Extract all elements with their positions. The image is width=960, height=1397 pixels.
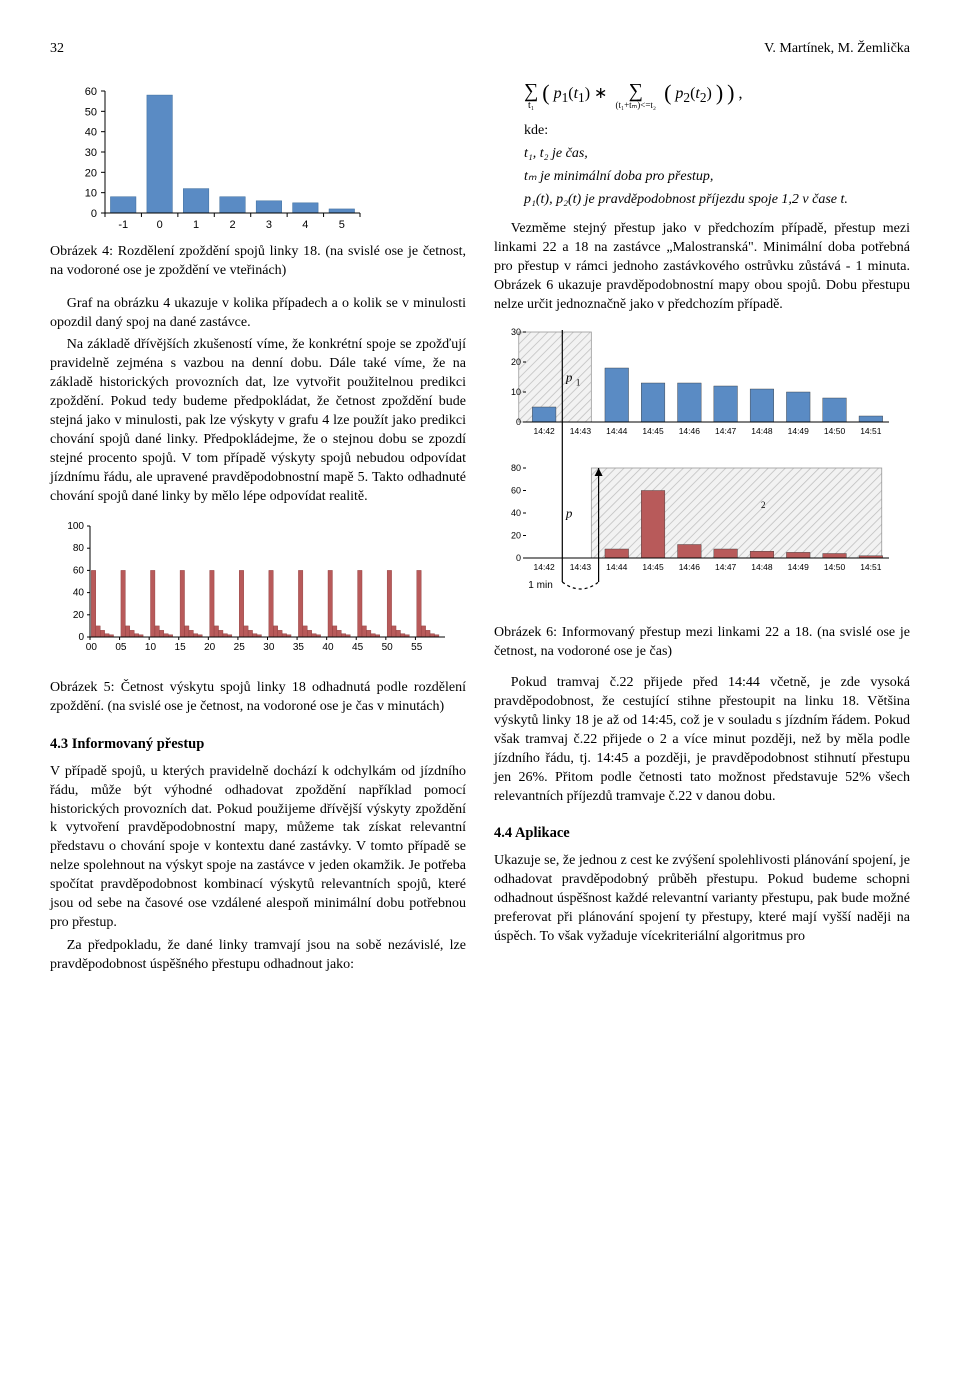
svg-text:0: 0 bbox=[516, 417, 521, 427]
svg-text:20: 20 bbox=[204, 642, 216, 653]
para-43-2: Za předpokladu, že dané linky tramvají j… bbox=[50, 937, 466, 975]
svg-text:40: 40 bbox=[85, 127, 97, 139]
svg-text:14:51: 14:51 bbox=[860, 426, 882, 436]
svg-text:4: 4 bbox=[302, 219, 308, 231]
svg-text:100: 100 bbox=[67, 521, 84, 532]
svg-text:14:42: 14:42 bbox=[534, 562, 556, 572]
caption-4: Obrázek 4: Rozdělení zpoždění spojů link… bbox=[50, 243, 466, 281]
svg-text:1 min: 1 min bbox=[528, 580, 552, 591]
svg-text:80: 80 bbox=[511, 463, 521, 473]
svg-text:p: p bbox=[565, 506, 573, 521]
svg-text:40: 40 bbox=[511, 508, 521, 518]
def-t: t₁, t₂ je čas, bbox=[524, 145, 910, 164]
def-p: p₁(t), p₂(t) je pravděpodobnost příjezdu… bbox=[524, 191, 910, 210]
svg-text:25: 25 bbox=[234, 642, 246, 653]
section-4-4-title: 4.4 Aplikace bbox=[494, 824, 910, 844]
svg-text:14:47: 14:47 bbox=[715, 562, 737, 572]
caption-6: Obrázek 6: Informovaný přestup mezi link… bbox=[494, 624, 910, 662]
svg-text:1: 1 bbox=[193, 219, 199, 231]
svg-text:p: p bbox=[565, 370, 573, 385]
caption-5: Obrázek 5: Četnost výskytu spojů linky 1… bbox=[50, 679, 466, 717]
svg-text:1: 1 bbox=[576, 378, 581, 388]
svg-text:20: 20 bbox=[85, 167, 97, 179]
svg-text:60: 60 bbox=[511, 486, 521, 496]
svg-text:30: 30 bbox=[511, 327, 521, 337]
para-left-2: Na základě dřívějších zkušeností víme, ž… bbox=[50, 336, 466, 506]
svg-text:05: 05 bbox=[115, 642, 127, 653]
formula: ∑ t₁ ( p1(t1) ∗ ∑ (t₁+tₘ)<=t₂ ( p2(t2) )… bbox=[494, 83, 910, 113]
page-number: 32 bbox=[50, 40, 64, 59]
svg-text:14:45: 14:45 bbox=[642, 562, 664, 572]
svg-text:00: 00 bbox=[86, 642, 98, 653]
svg-text:14:47: 14:47 bbox=[715, 426, 737, 436]
svg-text:30: 30 bbox=[85, 147, 97, 159]
svg-text:14:51: 14:51 bbox=[860, 562, 882, 572]
svg-text:0: 0 bbox=[157, 219, 163, 231]
svg-text:60: 60 bbox=[85, 86, 97, 98]
kde-label: kde: bbox=[524, 122, 910, 141]
svg-text:40: 40 bbox=[73, 588, 85, 599]
svg-text:5: 5 bbox=[339, 219, 345, 231]
svg-text:14:44: 14:44 bbox=[606, 426, 628, 436]
svg-text:10: 10 bbox=[145, 642, 157, 653]
svg-text:45: 45 bbox=[352, 642, 364, 653]
svg-text:14:42: 14:42 bbox=[534, 426, 556, 436]
svg-text:20: 20 bbox=[511, 357, 521, 367]
svg-text:0: 0 bbox=[91, 208, 97, 220]
para-left-1: Graf na obrázku 4 ukazuje v kolika přípa… bbox=[50, 295, 466, 333]
svg-text:-1: -1 bbox=[118, 219, 128, 231]
svg-text:10: 10 bbox=[511, 387, 521, 397]
svg-text:50: 50 bbox=[382, 642, 394, 653]
svg-text:0: 0 bbox=[516, 553, 521, 563]
para-44-1: Ukazuje se, že jednou z cest ke zvýšení … bbox=[494, 852, 910, 946]
authors: V. Martínek, M. Žemlička bbox=[764, 40, 910, 59]
svg-text:50: 50 bbox=[85, 106, 97, 118]
para-right-1: Vezměme stejný přestup jako v předchozím… bbox=[494, 220, 910, 314]
svg-text:14:48: 14:48 bbox=[751, 562, 773, 572]
svg-text:20: 20 bbox=[511, 531, 521, 541]
svg-text:14:43: 14:43 bbox=[570, 426, 592, 436]
para-right-2: Pokud tramvaj č.22 přijede před 14:44 vč… bbox=[494, 674, 910, 806]
svg-text:40: 40 bbox=[322, 642, 334, 653]
svg-text:15: 15 bbox=[175, 642, 187, 653]
chart-4: 0 10 20 30 40 50 60 -1 0 1 2 3 4 5 bbox=[50, 83, 466, 233]
para-43-1: V případě spojů, u kterých pravidelně do… bbox=[50, 763, 466, 933]
svg-text:3: 3 bbox=[266, 219, 272, 231]
svg-text:14:45: 14:45 bbox=[642, 426, 664, 436]
svg-text:10: 10 bbox=[85, 188, 97, 200]
svg-text:14:46: 14:46 bbox=[679, 426, 701, 436]
svg-text:0: 0 bbox=[78, 632, 84, 643]
svg-text:14:46: 14:46 bbox=[679, 562, 701, 572]
svg-text:2: 2 bbox=[229, 219, 235, 231]
svg-text:14:49: 14:49 bbox=[788, 426, 810, 436]
def-tm: tₘ je minimální doba pro přestup, bbox=[524, 168, 910, 187]
chart-6: 010203014:4214:4314:4414:4514:4614:4714:… bbox=[494, 326, 910, 604]
svg-text:80: 80 bbox=[73, 544, 85, 555]
section-4-3-title: 4.3 Informovaný přestup bbox=[50, 735, 466, 755]
svg-text:2: 2 bbox=[761, 500, 766, 510]
svg-text:30: 30 bbox=[263, 642, 275, 653]
svg-text:14:49: 14:49 bbox=[788, 562, 810, 572]
svg-text:35: 35 bbox=[293, 642, 305, 653]
svg-text:14:50: 14:50 bbox=[824, 426, 846, 436]
svg-text:14:50: 14:50 bbox=[824, 562, 846, 572]
chart-5: 0 20 40 60 80 100 00 05 10 15 20 25 30 35 40 45 50 55 bbox=[50, 520, 466, 655]
svg-text:14:44: 14:44 bbox=[606, 562, 628, 572]
svg-text:14:43: 14:43 bbox=[570, 562, 592, 572]
svg-text:55: 55 bbox=[411, 642, 423, 653]
svg-text:60: 60 bbox=[73, 566, 85, 577]
svg-text:14:48: 14:48 bbox=[751, 426, 773, 436]
svg-text:20: 20 bbox=[73, 610, 85, 621]
